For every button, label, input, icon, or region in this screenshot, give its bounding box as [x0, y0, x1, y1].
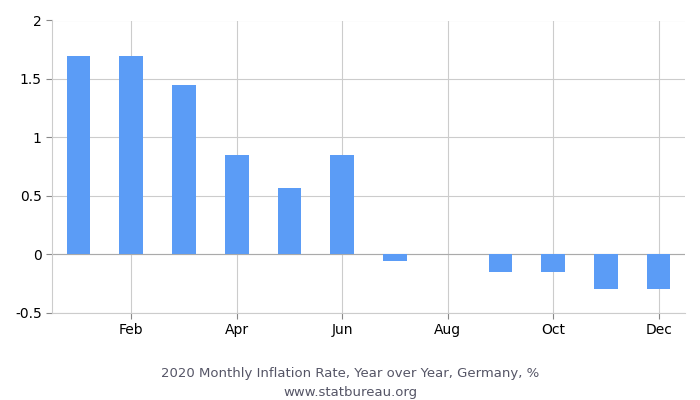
Bar [172, 85, 196, 254]
Bar [278, 188, 301, 254]
Bar [120, 56, 143, 254]
Bar [225, 155, 248, 254]
Bar [541, 254, 565, 272]
Text: 2020 Monthly Inflation Rate, Year over Year, Germany, %: 2020 Monthly Inflation Rate, Year over Y… [161, 368, 539, 380]
Bar [594, 254, 618, 289]
Text: www.statbureau.org: www.statbureau.org [283, 386, 417, 399]
Bar [489, 254, 512, 272]
Bar [647, 254, 671, 289]
Bar [66, 56, 90, 254]
Bar [383, 254, 407, 261]
Bar [330, 155, 354, 254]
